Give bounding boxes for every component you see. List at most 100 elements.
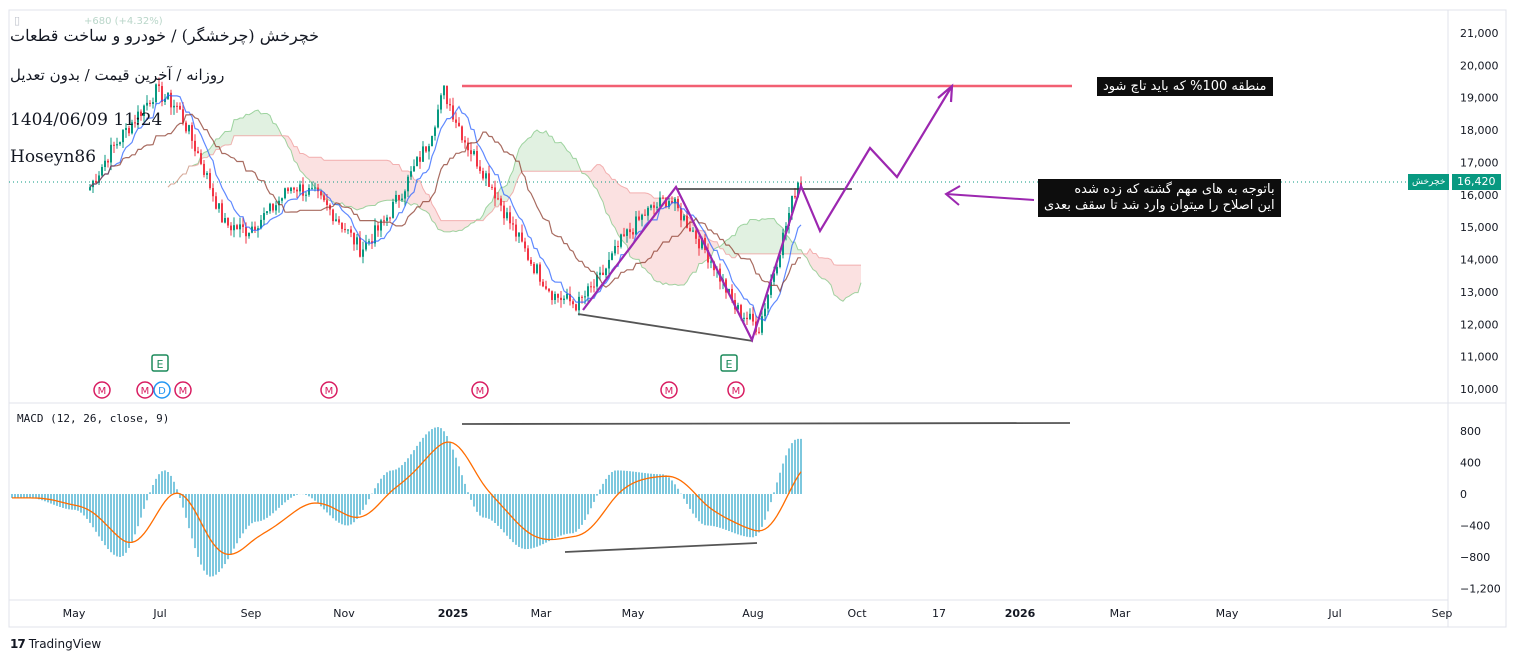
cloud-segment [810, 248, 813, 270]
candle-body [629, 229, 631, 233]
candle-body [599, 272, 601, 275]
m-marker[interactable]: M [141, 386, 150, 397]
candle-body [248, 232, 250, 237]
candle-body [680, 208, 682, 221]
m-marker-circle[interactable] [727, 381, 745, 399]
candle-body [479, 166, 481, 171]
note-arrow-head [944, 185, 961, 206]
note-annotation[interactable]: باتوجه به های مهم گشته که زده شده این اص… [1038, 179, 1281, 217]
dividend-marker-circle[interactable] [153, 381, 171, 399]
candle-body [392, 201, 394, 218]
m-marker-circle[interactable] [174, 381, 192, 399]
m-marker[interactable]: M [98, 386, 107, 397]
candle-body [245, 226, 247, 237]
candle-body [287, 188, 289, 192]
chart-title: خچرخش (چرخشگر) / خودرو و ساخت قطعات [10, 26, 320, 45]
candle-body [458, 122, 460, 127]
cloud-segment [681, 207, 684, 285]
cloud-segment [822, 257, 825, 280]
candle-body [341, 222, 343, 229]
candle-body [485, 173, 487, 179]
ichimoku-lines [89, 94, 802, 322]
candle-body [146, 102, 148, 106]
candle-body [176, 105, 178, 107]
note-arrow[interactable] [945, 193, 1035, 201]
dividend-marker[interactable]: D [158, 386, 166, 397]
candle-body [188, 125, 190, 132]
macd-indicator-label[interactable]: MACD (12, 26, close, 9) [17, 412, 170, 425]
candle-body [443, 85, 445, 96]
cloud-segment [438, 214, 441, 231]
candle-body [182, 109, 184, 123]
time-tick-label: Oct [847, 607, 867, 620]
earnings-marker[interactable]: E [726, 358, 733, 371]
cloud-segment [351, 160, 354, 209]
candle-body [101, 167, 103, 176]
candle-body [746, 317, 748, 320]
cloud-segment [567, 150, 570, 172]
cloud-segment [249, 112, 252, 136]
m-marker[interactable]: M [665, 386, 674, 397]
m-marker-circle[interactable] [660, 381, 678, 399]
cloud-segment [636, 192, 639, 260]
m-marker[interactable]: M [476, 386, 485, 397]
candle-body [119, 142, 121, 145]
target-annotation[interactable]: منطقه 100% که باید تاچ شود [1097, 77, 1273, 96]
candle-body [572, 301, 574, 305]
candle-body [662, 197, 664, 199]
macd-top-line[interactable] [461, 422, 1071, 425]
candle-body [515, 224, 517, 237]
cloud-segment [816, 253, 819, 276]
m-marker[interactable]: M [179, 386, 188, 397]
price-divergence-line[interactable] [577, 313, 754, 342]
m-marker-circle[interactable] [471, 381, 489, 399]
candle-body [617, 246, 619, 248]
cloud-segment [597, 164, 600, 197]
candle-body [158, 84, 160, 87]
cloud-segment [294, 146, 297, 164]
cloud-segment [414, 179, 417, 205]
m-marker-circle[interactable] [320, 381, 338, 399]
m-marker-circle[interactable] [93, 381, 111, 399]
ghost-symbol: ▯ [14, 14, 21, 27]
m-marker[interactable]: M [325, 386, 334, 397]
m-marker[interactable]: M [732, 386, 741, 397]
macd-divergence-line[interactable] [564, 542, 758, 553]
candle-body [509, 212, 511, 224]
cloud-segment [825, 258, 828, 282]
earnings-marker[interactable]: E [157, 358, 164, 371]
cloud-span-a [167, 109, 862, 302]
cloud-segment [639, 192, 642, 268]
candle-body [191, 125, 193, 141]
earnings-box[interactable] [151, 354, 169, 372]
cloud-segment [537, 130, 540, 172]
candle-body [266, 211, 268, 214]
cloud-segment [531, 132, 534, 172]
pattern-projection[interactable] [582, 85, 953, 343]
macd-tick-label: −400 [1460, 520, 1490, 533]
cloud-segment [432, 204, 435, 224]
cloud-segment [726, 238, 729, 255]
candle-body [611, 253, 613, 260]
m-marker-circle[interactable] [136, 381, 154, 399]
tradingview-logo[interactable]: 17 TradingView [10, 637, 101, 651]
candle-body [98, 175, 100, 183]
earnings-box[interactable] [720, 354, 738, 372]
cloud-segment [375, 160, 378, 206]
cloud-segment [828, 258, 831, 285]
candle-body [149, 102, 151, 104]
time-tick-label: May [622, 607, 645, 620]
cloud-segment [345, 160, 348, 207]
cloud-segment [204, 151, 207, 158]
cloud-segment [834, 264, 837, 297]
candle-body [122, 130, 124, 143]
candle-body [278, 200, 280, 206]
candle-body [683, 215, 685, 221]
time-tick-label: May [63, 607, 86, 620]
price-tick-label: 16,000 [1460, 189, 1499, 202]
candle-body [359, 237, 361, 257]
time-tick-label: May [1216, 607, 1239, 620]
candle-body [521, 232, 523, 242]
candle-body [785, 225, 787, 233]
